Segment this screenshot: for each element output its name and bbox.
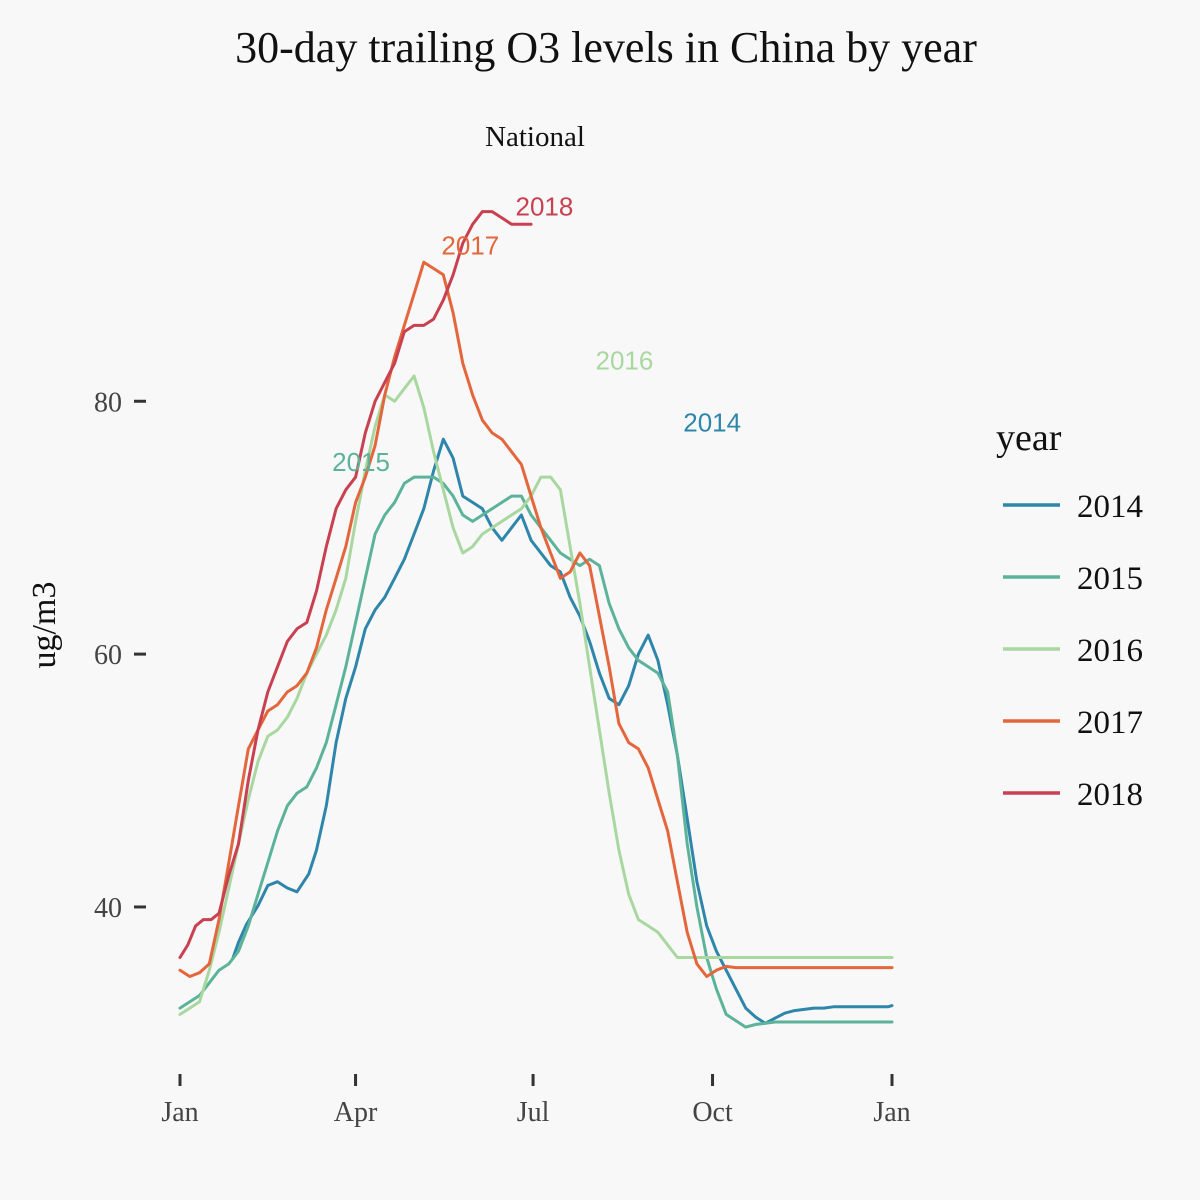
legend-label-2016: 2016 <box>1077 633 1143 669</box>
x-tick-label: Apr <box>334 1097 378 1128</box>
series-line-2017 <box>178 260 894 978</box>
y-axis-title: ug/m3 <box>26 582 63 669</box>
series-label-2016: 2016 <box>595 346 653 376</box>
legend-label-2017: 2017 <box>1077 705 1143 741</box>
y-tick-label: 80 <box>94 387 122 418</box>
legend-label-2018: 2018 <box>1077 777 1143 813</box>
chart-title: 30-day trailing O3 levels in China by ye… <box>235 23 977 72</box>
series-line-2016 <box>178 374 894 1016</box>
series-group <box>178 210 894 1029</box>
y-tick-label: 60 <box>94 640 122 671</box>
facet-label: National <box>485 121 585 153</box>
x-axis: Jan Apr Jul Oct Jan <box>161 1074 911 1128</box>
series-direct-labels: 2014 2015 2016 2017 2018 <box>332 191 741 476</box>
series-line-2014 <box>231 437 894 1025</box>
x-tick-label: Jul <box>517 1097 550 1128</box>
series-line-2015 <box>178 475 894 1029</box>
legend-label-2015: 2015 <box>1077 561 1143 597</box>
legend-label-2014: 2014 <box>1077 489 1143 525</box>
legend-items: 2014 2015 2016 2017 2018 <box>1003 489 1143 813</box>
y-axis: 40 60 80 <box>94 387 146 924</box>
series-label-2018: 2018 <box>516 191 574 221</box>
x-tick-label: Jan <box>161 1097 198 1128</box>
x-tick-label: Oct <box>692 1097 733 1128</box>
y-tick-label: 40 <box>94 893 122 924</box>
series-label-2015: 2015 <box>332 447 390 477</box>
series-label-2014: 2014 <box>683 408 741 438</box>
legend: year 2014 2015 2016 2017 2018 <box>996 417 1143 813</box>
legend-title: year <box>996 417 1062 459</box>
series-label-2017: 2017 <box>441 231 499 261</box>
series-line-2018 <box>178 210 533 959</box>
x-tick-label: Jan <box>873 1097 910 1128</box>
